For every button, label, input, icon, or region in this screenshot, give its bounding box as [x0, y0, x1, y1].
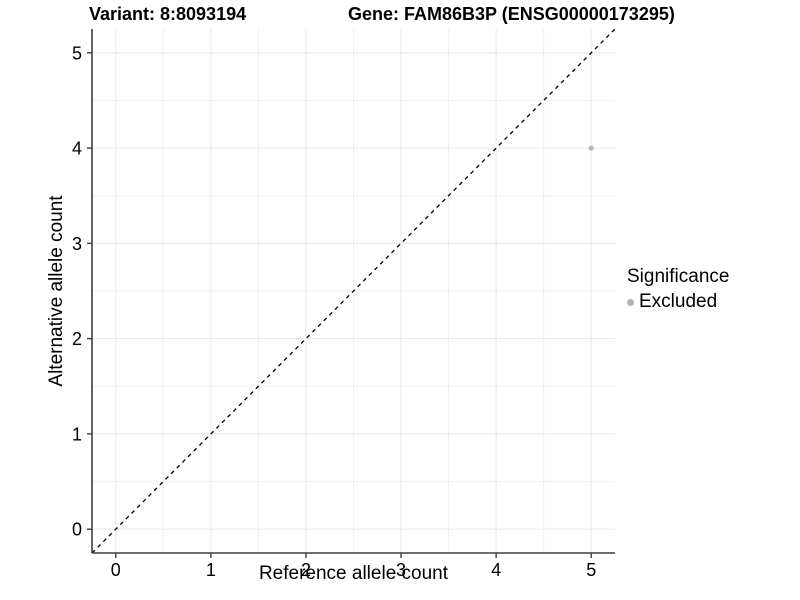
y-tick-label: 3: [72, 234, 82, 254]
legend-item-label: Excluded: [639, 291, 718, 312]
y-tick-label: 1: [72, 424, 82, 444]
x-tick-label: 4: [491, 560, 501, 580]
x-tick-label: 5: [586, 560, 596, 580]
plot-title-gene: Gene: FAM86B3P (ENSG00000173295): [348, 4, 675, 24]
plot-title-variant: Variant: 8:8093194: [89, 4, 247, 24]
legend-dot-icon: [627, 298, 634, 306]
y-tick-label: 0: [72, 520, 82, 540]
legend: Significance Excluded: [627, 265, 729, 313]
x-tick-label: 0: [111, 560, 121, 580]
legend-item: Excluded: [627, 291, 729, 313]
y-tick-label: 2: [72, 329, 82, 349]
legend-items: Excluded: [627, 291, 729, 313]
y-tick-label: 5: [72, 43, 82, 63]
legend-title: Significance: [627, 266, 730, 287]
identity-reference-line: [91, 28, 616, 554]
x-tick-label: 1: [206, 560, 216, 580]
data-point: [588, 145, 594, 151]
y-axis-title: Alternative allele count: [46, 195, 67, 387]
x-tick-label: 2: [301, 560, 311, 580]
y-tick-label: 4: [72, 139, 82, 159]
x-axis-title: Reference allele count: [258, 563, 449, 584]
x-tick-label: 3: [396, 560, 406, 580]
